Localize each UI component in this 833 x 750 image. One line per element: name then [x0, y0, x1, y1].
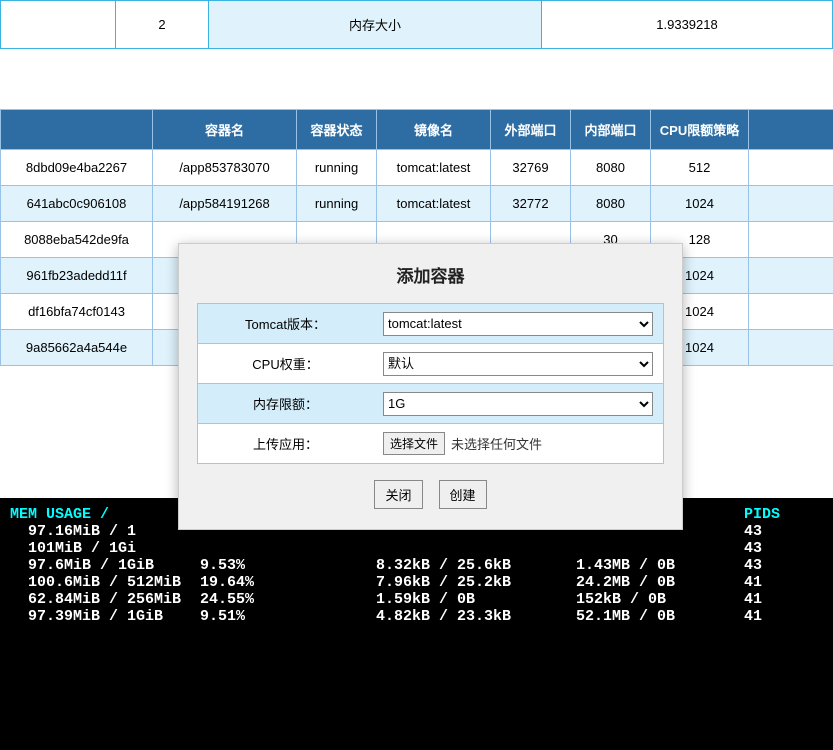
- term-pids: 43: [738, 557, 798, 574]
- th-name: 容器名: [153, 110, 297, 150]
- cpu-weight-select[interactable]: 默认: [383, 352, 653, 376]
- terminal-output: MEM USAGE / K I/O PIDS 97.16MiB / 143101…: [0, 498, 833, 750]
- cell-int: 8080: [571, 186, 651, 222]
- term-net: 8.32kB / 25.6kB: [370, 557, 570, 574]
- table-row[interactable]: 641abc0c906108/app584191268runningtomcat…: [1, 186, 833, 222]
- info-cell-1: [1, 1, 116, 49]
- term-mem: 97.16MiB / 1: [4, 523, 194, 540]
- term-pids: 41: [738, 608, 798, 625]
- create-button[interactable]: 创建: [439, 480, 487, 509]
- term-cpu: [194, 540, 370, 557]
- cell-image: tomcat:latest: [377, 186, 491, 222]
- cell-id: 961fb23adedd11f: [1, 258, 153, 294]
- term-row: 97.6MiB / 1GiB9.53%8.32kB / 25.6kB1.43MB…: [4, 557, 798, 574]
- close-button[interactable]: 关闭: [374, 480, 422, 509]
- tomcat-version-select[interactable]: tomcat:latest: [383, 312, 653, 336]
- cpu-weight-label: CPU权重：: [198, 344, 373, 383]
- term-row: 101MiB / 1Gi 43: [4, 540, 798, 557]
- term-blk: 52.1MB / 0B: [570, 608, 738, 625]
- term-mem: 100.6MiB / 512MiB: [4, 574, 194, 591]
- cell-id: 9a85662a4a544e: [1, 330, 153, 366]
- term-mem: 62.84MiB / 256MiB: [4, 591, 194, 608]
- cell-ext: 32769: [491, 150, 571, 186]
- cell-cpu: 512: [651, 150, 749, 186]
- cell-image: tomcat:latest: [377, 150, 491, 186]
- term-row: 62.84MiB / 256MiB24.55%1.59kB / 0B152kB …: [4, 591, 798, 608]
- term-net: [370, 540, 570, 557]
- term-h-pids: PIDS: [738, 506, 798, 523]
- tomcat-version-label: Tomcat版本：: [198, 304, 373, 343]
- cell-name: /app853783070: [153, 150, 297, 186]
- th-status: 容器状态: [297, 110, 377, 150]
- term-mem: 101MiB / 1Gi: [4, 540, 194, 557]
- th-cpu: CPU限额策略: [651, 110, 749, 150]
- cell-id: df16bfa74cf0143: [1, 294, 153, 330]
- term-cpu: 9.53%: [194, 557, 370, 574]
- cell-ext: 32772: [491, 186, 571, 222]
- term-blk: 24.2MB / 0B: [570, 574, 738, 591]
- th-id: [1, 110, 153, 150]
- info-table: 2 内存大小 1.9339218: [0, 0, 833, 49]
- info-cell-mem-value: 1.9339218: [542, 1, 833, 49]
- upload-app-label: 上传应用：: [198, 424, 373, 463]
- th-image: 镜像名: [377, 110, 491, 150]
- table-row[interactable]: 8dbd09e4ba2267/app853783070runningtomcat…: [1, 150, 833, 186]
- term-net: 7.96kB / 25.2kB: [370, 574, 570, 591]
- file-hint-text: 未选择任何文件: [451, 434, 542, 453]
- info-cell-2: 2: [116, 1, 209, 49]
- term-cpu: 9.51%: [194, 608, 370, 625]
- cell-name: /app584191268: [153, 186, 297, 222]
- mem-limit-label: 内存限额：: [198, 384, 373, 423]
- term-pids: 43: [738, 523, 798, 540]
- cell-id: 641abc0c906108: [1, 186, 153, 222]
- term-net: 4.82kB / 23.3kB: [370, 608, 570, 625]
- term-mem: 97.39MiB / 1GiB: [4, 608, 194, 625]
- th-int: 内部端口: [571, 110, 651, 150]
- cell-status: running: [297, 186, 377, 222]
- term-row: 100.6MiB / 512MiB19.64%7.96kB / 25.2kB24…: [4, 574, 798, 591]
- term-mem: 97.6MiB / 1GiB: [4, 557, 194, 574]
- th-ext: 外部端口: [491, 110, 571, 150]
- add-container-modal: 添加容器 Tomcat版本： tomcat:latest CPU权重： 默认 内…: [178, 243, 683, 530]
- cell-status: running: [297, 150, 377, 186]
- info-cell-mem-label: 内存大小: [209, 1, 542, 49]
- term-blk: [570, 540, 738, 557]
- cell-cpu: 1024: [651, 186, 749, 222]
- cell-id: 8dbd09e4ba2267: [1, 150, 153, 186]
- term-pids: 41: [738, 574, 798, 591]
- term-pids: 43: [738, 540, 798, 557]
- term-net: 1.59kB / 0B: [370, 591, 570, 608]
- choose-file-button[interactable]: 选择文件: [383, 432, 445, 455]
- cell-int: 8080: [571, 150, 651, 186]
- term-row: 97.39MiB / 1GiB9.51%4.82kB / 23.3kB52.1M…: [4, 608, 798, 625]
- term-pids: 41: [738, 591, 798, 608]
- modal-title: 添加容器: [179, 244, 682, 303]
- th-extra: [749, 110, 833, 150]
- mem-limit-select[interactable]: 1G: [383, 392, 653, 416]
- term-cpu: 24.55%: [194, 591, 370, 608]
- cell-id: 8088eba542de9fa: [1, 222, 153, 258]
- term-cpu: 19.64%: [194, 574, 370, 591]
- term-h-mem: MEM USAGE /: [4, 506, 194, 523]
- term-blk: 152kB / 0B: [570, 591, 738, 608]
- term-blk: 1.43MB / 0B: [570, 557, 738, 574]
